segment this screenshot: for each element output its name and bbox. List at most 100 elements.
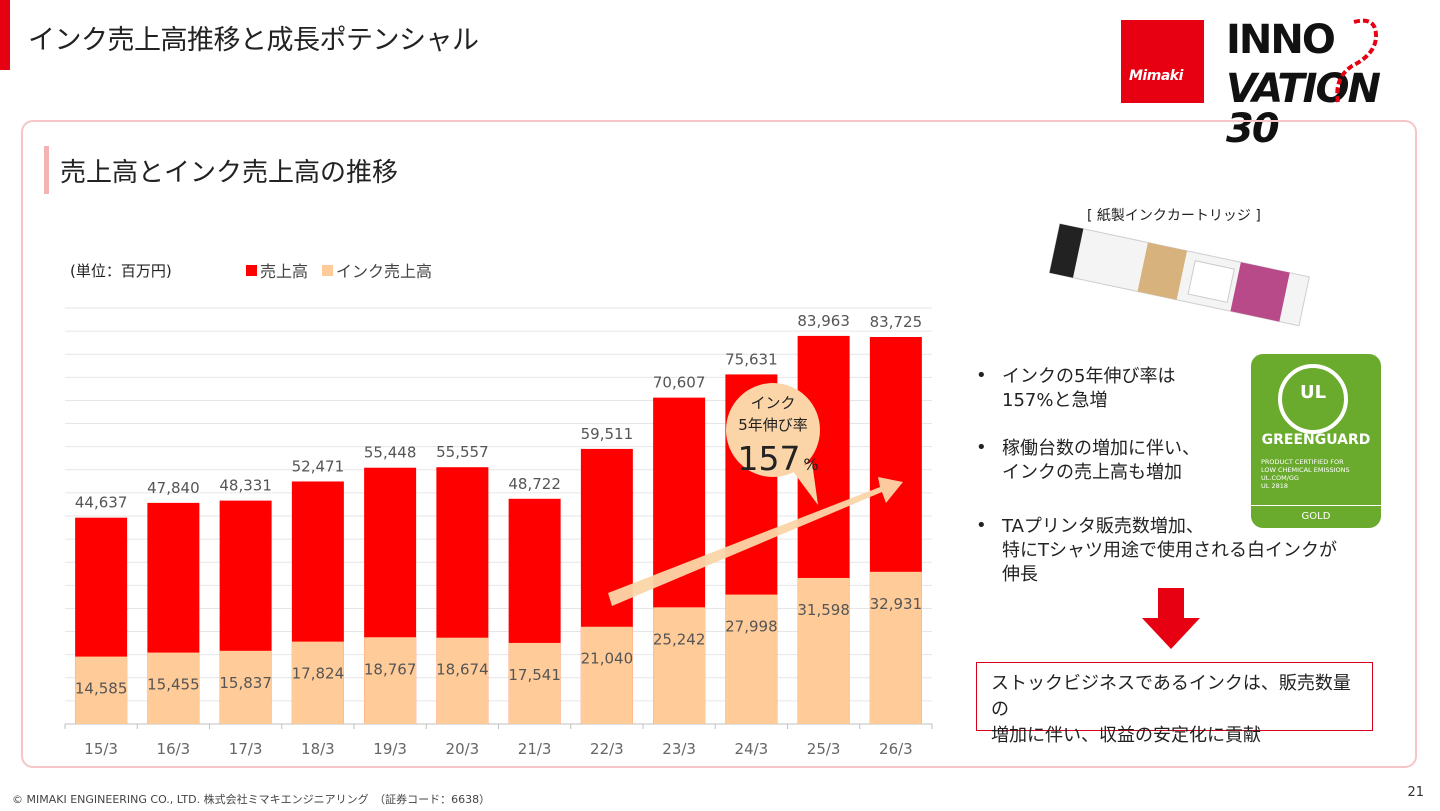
data-label-sales: 52,471: [292, 457, 345, 475]
title-accent-bar: [0, 0, 10, 70]
bullet-line: インクの売上高も増加: [1002, 462, 1182, 483]
bar-ink: [75, 656, 128, 724]
bar-ink: [580, 626, 633, 724]
down-arrow-icon: [1142, 588, 1200, 649]
bullet-mark: •: [976, 365, 987, 386]
callout-line1: インク: [750, 394, 795, 412]
ul-mark-icon: UL: [1278, 364, 1348, 434]
unit-label: (単位：百万円): [70, 262, 172, 280]
badge-tier: GOLD: [1251, 505, 1381, 528]
x-tick-label: 18/3: [301, 740, 335, 758]
bullet-line: 特にTシャツ用途で使用される白インクが: [1002, 540, 1337, 561]
legend-swatch-sales: [246, 264, 257, 276]
bar-ink: [147, 652, 200, 724]
x-tick-label: 26/3: [879, 740, 913, 758]
data-label-ink: 17,824: [292, 665, 345, 683]
page-number: 21: [1407, 785, 1424, 800]
callout-line2: 5年伸び率: [738, 416, 808, 434]
data-label-ink: 21,040: [581, 650, 634, 668]
data-label-sales: 83,725: [870, 313, 923, 331]
x-tick-label: 15/3: [84, 740, 118, 758]
bullet-line: 157%と急増: [1002, 390, 1108, 411]
innovation-logo-line1: INNO: [1226, 17, 1336, 63]
legend-label-ink: インク売上高: [336, 262, 433, 281]
data-label-ink: 25,242: [653, 630, 706, 648]
copyright-footer: © MIMAKI ENGINEERING CO., LTD. 株式会社ミマキエン…: [12, 793, 491, 806]
data-label-sales: 48,331: [219, 477, 272, 495]
greenguard-gold-badge: UL GREENGUARD PRODUCT CERTIFIED FOR LOW …: [1251, 354, 1381, 528]
section-accent-bar: [44, 146, 49, 194]
data-label-sales: 75,631: [725, 350, 778, 368]
bar-ink: [291, 641, 344, 724]
data-label-ink: 18,767: [364, 660, 417, 678]
callout-bubble: [726, 383, 820, 477]
x-tick-label: 22/3: [590, 740, 624, 758]
data-label-ink: 14,585: [75, 680, 128, 698]
mimaki-logo-text: Mimaki: [1129, 68, 1183, 84]
section-title: 売上高とインク売上高の推移: [60, 158, 399, 188]
page-title: インク売上高推移と成長ポテンシャル: [28, 25, 479, 56]
x-tick-label: 20/3: [446, 740, 480, 758]
data-label-sales: 48,722: [508, 475, 561, 493]
x-tick-label: 16/3: [157, 740, 191, 758]
chart-legend: 売上高 インク売上高: [246, 258, 446, 282]
x-tick-label: 25/3: [807, 740, 841, 758]
data-label-sales: 83,963: [797, 312, 850, 330]
bar-ink: [364, 637, 417, 724]
innovation-30-logo: INNO VATION 30: [1226, 12, 1426, 149]
x-tick-label: 21/3: [518, 740, 552, 758]
bar-ink: [797, 577, 850, 724]
data-label-ink: 15,837: [219, 674, 272, 692]
innovation-logo-loop-icon: [1335, 18, 1379, 103]
data-label-sales: 59,511: [581, 425, 634, 443]
conclusion-box: ストックビジネスであるインクは、販売数量の 増加に伴い、収益の安定化に貢献: [976, 662, 1373, 746]
legend-item-ink: インク売上高: [322, 258, 432, 282]
data-label-sales: 70,607: [653, 374, 706, 392]
mimaki-logo: Mimaki: [1121, 20, 1204, 103]
badge-fine-print: PRODUCT CERTIFIED FOR LOW CHEMICAL EMISS…: [1261, 458, 1375, 490]
conclusion-line: ストックビジネスであるインクは、販売数量の: [991, 673, 1351, 720]
data-label-ink: 32,931: [870, 595, 923, 613]
bullet-line: インクの5年伸び率は: [1002, 366, 1176, 387]
x-tick-label: 24/3: [735, 740, 769, 758]
bullet-mark: •: [976, 437, 987, 458]
x-tick-label: 17/3: [229, 740, 263, 758]
paper-ink-cartridge-image: [1048, 223, 1310, 327]
bar-ink: [653, 607, 706, 724]
data-label-ink: 27,998: [725, 618, 778, 636]
callout-value: 157: [738, 439, 801, 478]
data-label-sales: 55,557: [436, 443, 489, 461]
data-label-sales: 44,637: [75, 494, 128, 512]
x-tick-label: 19/3: [373, 740, 407, 758]
data-label-sales: 55,448: [364, 444, 417, 462]
conclusion-line: 増加に伴い、収益の安定化に貢献: [991, 725, 1261, 746]
callout-unit: %: [803, 455, 818, 474]
data-label-ink: 31,598: [797, 601, 850, 619]
ul-mark-text: UL: [1299, 382, 1327, 403]
bar-ink: [219, 650, 272, 724]
greenguard-name: GREENGUARD: [1261, 432, 1371, 448]
badge-fine-line: UL.COM/GG: [1261, 474, 1299, 482]
bar-ink: [869, 571, 922, 724]
bar-ink: [508, 642, 561, 724]
photo-caption: [ 紙製インクカートリッジ ]: [1087, 208, 1261, 224]
legend-swatch-ink: [322, 264, 334, 276]
legend-label-sales: 売上高: [260, 262, 309, 281]
data-label-ink: 17,541: [508, 666, 561, 684]
innovation-logo-line2: VATION 30: [1226, 66, 1381, 152]
bullet-mark: •: [976, 515, 987, 536]
content-panel: [21, 120, 1417, 768]
bullet-line: 稼働台数の増加に伴い、: [1002, 438, 1200, 459]
x-tick-label: 23/3: [662, 740, 696, 758]
sales-bar-chart: 44,637 14,585 15/3 47,840 15,455 16/3 48,331 15…: [64, 307, 933, 758]
legend-item-sales: 売上高: [246, 258, 308, 282]
bar-ink: [725, 594, 778, 724]
badge-fine-line: PRODUCT CERTIFIED FOR: [1261, 458, 1344, 466]
callout-tail: [792, 462, 818, 505]
badge-fine-line: LOW CHEMICAL EMISSIONS: [1261, 466, 1350, 474]
bullet-line: TAプリンタ販売数増加、: [1002, 516, 1204, 537]
bullet-line: 伸長: [1002, 564, 1038, 585]
badge-fine-line: UL 2818: [1261, 482, 1288, 490]
data-label-ink: 18,674: [436, 661, 489, 679]
trend-arrow-icon: [608, 477, 903, 606]
